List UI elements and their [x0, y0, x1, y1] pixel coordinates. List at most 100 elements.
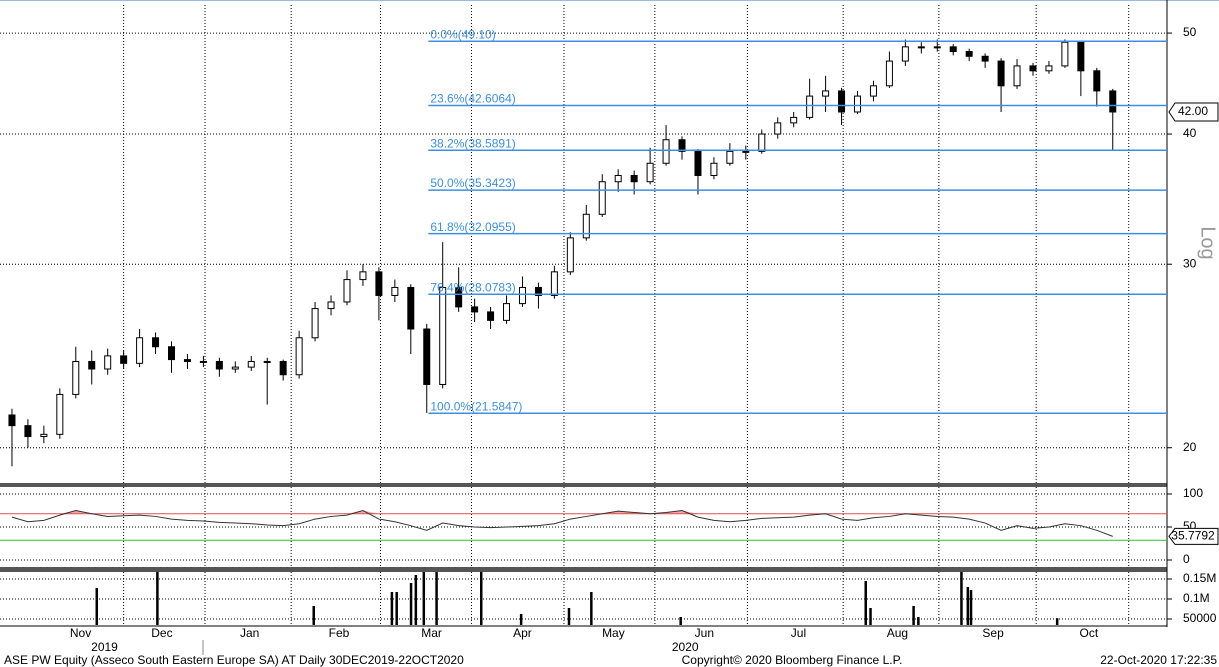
- candle-body: [327, 301, 335, 310]
- candle-body: [503, 303, 511, 321]
- x-tick-label: Jul: [791, 626, 806, 640]
- y-tick-label: 50000: [1183, 611, 1217, 625]
- candle-body: [88, 360, 96, 370]
- year-label: 2020: [672, 640, 699, 654]
- candle-body: [1077, 41, 1085, 72]
- candle-body: [981, 55, 989, 62]
- candle-body: [199, 360, 207, 363]
- candle-body: [423, 328, 431, 385]
- candle-body: [1013, 65, 1021, 87]
- candle-body: [375, 271, 383, 296]
- x-tick-label: Dec: [151, 626, 172, 640]
- x-tick-label: Feb: [329, 626, 350, 640]
- candle-body: [279, 360, 287, 376]
- candle-body: [790, 116, 798, 124]
- candle-body: [263, 360, 271, 363]
- candle-body: [72, 360, 80, 395]
- candle-body: [439, 286, 447, 385]
- candle-body: [8, 414, 16, 427]
- volume-bar: [869, 608, 872, 625]
- candle-body: [917, 46, 925, 49]
- fib-label: 38.2%(38.5891): [430, 136, 515, 150]
- candle-body: [1093, 70, 1101, 92]
- volume-bar: [590, 592, 593, 625]
- candle-body: [662, 139, 670, 164]
- candle-body: [742, 150, 750, 153]
- candle-body: [1109, 90, 1117, 113]
- candle-body: [710, 162, 718, 176]
- fib-label: 50.0%(35.3423): [430, 176, 515, 190]
- y-tick-label: 20: [1183, 440, 1197, 454]
- rsi-box: [1168, 527, 1219, 545]
- candle-body: [183, 359, 191, 362]
- candle-body: [1029, 65, 1037, 72]
- footer-right: 22-Oct-2020 17:22:35: [1100, 653, 1217, 667]
- y-tick-label: 50: [1183, 25, 1197, 39]
- y-tick-label: 0.15M: [1183, 571, 1216, 585]
- candle-body: [247, 360, 255, 368]
- y-tick-label: 30: [1183, 256, 1197, 270]
- candle-body: [949, 46, 957, 53]
- candle-body: [694, 150, 702, 176]
- x-tick-label: Sep: [982, 626, 1004, 640]
- candle-body: [391, 286, 399, 296]
- candle-body: [965, 51, 973, 57]
- x-tick-label: Nov: [70, 626, 91, 640]
- candle-body: [885, 60, 893, 87]
- footer-center: Copyright© 2020 Bloomberg Finance L.P.: [682, 653, 903, 667]
- volume-bar: [479, 572, 483, 625]
- candle-body: [774, 122, 782, 135]
- year-label: 2019: [91, 640, 118, 654]
- candle-body: [758, 133, 766, 152]
- y-tick-label: 40: [1183, 126, 1197, 140]
- volume-bar: [679, 617, 682, 625]
- candle-body: [550, 271, 558, 296]
- volume-bar: [519, 614, 523, 625]
- candle-body: [598, 181, 606, 215]
- candle-body: [168, 346, 176, 361]
- x-tick-label: Jan: [240, 626, 259, 640]
- volume-bar: [95, 588, 99, 625]
- x-tick-label: Oct: [1079, 626, 1098, 640]
- candle-body: [566, 237, 574, 273]
- volume-bar: [156, 572, 159, 625]
- rsi-line: [11, 509, 1113, 537]
- candle-body: [534, 286, 542, 296]
- volume-bar: [864, 581, 867, 625]
- candle-body: [359, 271, 367, 281]
- x-tick-label: Jun: [695, 626, 714, 640]
- volume-bar: [390, 592, 394, 625]
- candle-body: [901, 46, 909, 62]
- candle-body: [614, 174, 622, 183]
- volume-bar: [1055, 618, 1059, 625]
- volume-bar: [969, 590, 973, 625]
- fib-label: 100.0%(21.5847): [430, 399, 522, 413]
- candle-body: [295, 337, 303, 376]
- x-tick-label: Aug: [887, 626, 908, 640]
- candle-body: [806, 95, 814, 118]
- price-box: [1168, 102, 1219, 122]
- footer-left: ASE PW Equity (Asseco South Eastern Euro…: [4, 653, 464, 667]
- x-tick-label: May: [602, 626, 625, 640]
- candle-body: [231, 366, 239, 370]
- volume-bar: [414, 575, 418, 625]
- volume-bar: [567, 608, 571, 625]
- candle-body: [582, 213, 590, 239]
- panel-divider: [0, 483, 1167, 487]
- candle-body: [646, 162, 654, 183]
- x-tick-label: Mar: [421, 626, 442, 640]
- volume-bars: [95, 572, 1059, 625]
- volume-bar: [435, 572, 438, 625]
- fib-label: 61.8%(32.0955): [430, 220, 515, 234]
- volume-bar: [409, 583, 413, 625]
- candle-body: [471, 306, 479, 313]
- candle-body: [630, 174, 638, 183]
- candle-body: [455, 286, 463, 308]
- candle-body: [343, 279, 351, 303]
- candle-body: [24, 425, 32, 438]
- volume-bar: [912, 606, 915, 625]
- volume-bar: [312, 606, 315, 625]
- candle-body: [518, 286, 526, 305]
- candle-body: [56, 393, 64, 435]
- candle-body: [152, 337, 160, 348]
